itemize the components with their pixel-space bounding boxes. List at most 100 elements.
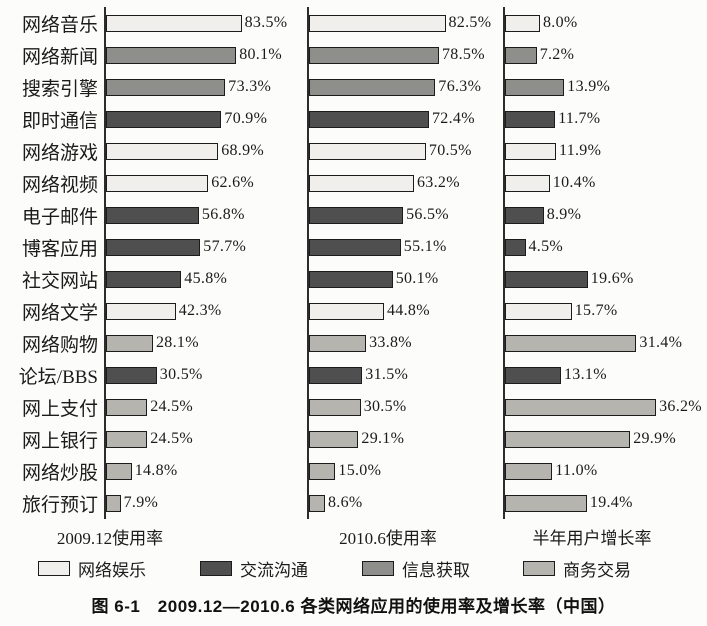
bar-cell: 7.9%	[104, 487, 307, 519]
bar-cell: 30.5%	[104, 359, 307, 391]
legend-label: 网络娱乐	[78, 561, 146, 580]
bar-communication	[106, 270, 182, 288]
bar-value-label: 8.0%	[543, 14, 578, 31]
bar-chart: 网络音乐 83.5% 82.5% 8.0% 网络新闻 80.1% 78.5% 7.2% 搜索引擎…	[0, 7, 707, 519]
bar-entertainment	[505, 142, 556, 160]
bar-value-label: 31.4%	[639, 334, 683, 351]
bar-communication	[309, 110, 429, 128]
bar-commerce	[309, 462, 336, 480]
bar-cell: 7.2%	[503, 39, 707, 71]
bar-commerce	[505, 334, 637, 352]
bar-value-label: 24.5%	[150, 398, 194, 415]
bar-cell: 11.9%	[503, 135, 707, 167]
bar-cell: 8.9%	[503, 199, 707, 231]
bar-value-label: 13.9%	[567, 78, 611, 95]
bar-value-label: 50.1%	[395, 270, 439, 287]
bar-cell: 4.5%	[503, 231, 707, 263]
legend-swatch-information	[362, 561, 394, 576]
bar-value-label: 83.5%	[244, 14, 288, 31]
bar-communication	[309, 366, 363, 384]
bar-value-label: 78.5%	[442, 46, 485, 63]
bar-commerce	[106, 398, 148, 416]
bar-communication	[106, 206, 199, 224]
bar-entertainment	[309, 142, 426, 160]
bar-value-label: 11.7%	[558, 110, 601, 127]
bar-cell: 82.5%	[307, 7, 503, 39]
category-label: 网上银行	[21, 430, 98, 452]
bar-cell: 8.0%	[503, 7, 707, 39]
category-label: 电子邮件	[21, 206, 98, 228]
category-label: 网络音乐	[21, 14, 98, 36]
bar-commerce	[106, 430, 148, 448]
bar-value-label: 76.3%	[438, 78, 482, 95]
bar-commerce	[309, 430, 359, 448]
bar-value-label: 45.8%	[184, 270, 228, 287]
bar-value-label: 8.9%	[546, 206, 582, 223]
bar-commerce	[505, 430, 631, 448]
bar-cell: 50.1%	[307, 263, 503, 295]
panel-axis-label-growth: 半年用户增长率	[532, 529, 652, 548]
bar-cell: 55.1%	[307, 231, 503, 263]
bar-value-label: 29.9%	[633, 430, 677, 447]
bar-value-label: 8.6%	[328, 494, 363, 511]
bar-cell: 70.9%	[104, 103, 307, 135]
bar-entertainment	[309, 14, 446, 32]
legend-swatch-entertainment	[38, 561, 70, 576]
bar-cell: 24.5%	[104, 423, 307, 455]
bar-commerce	[505, 462, 553, 480]
category-label: 网络新闻	[21, 46, 98, 68]
bar-cell: 42.3%	[104, 295, 307, 327]
bar-entertainment	[106, 142, 219, 160]
bar-cell: 45.8%	[104, 263, 307, 295]
legend-item-communication: 交流沟通	[200, 556, 308, 581]
bar-cell: 11.7%	[503, 103, 707, 135]
bar-communication	[106, 238, 201, 256]
category-label: 网上支付	[21, 398, 98, 420]
bar-value-label: 19.4%	[589, 494, 633, 511]
bar-cell: 15.7%	[503, 295, 707, 327]
bar-communication	[309, 270, 393, 288]
bar-information	[106, 78, 226, 96]
panel-axis-label-2009-12: 2009.12使用率	[56, 529, 164, 548]
bar-cell: 73.3%	[104, 71, 307, 103]
legend-swatch-commerce	[523, 561, 555, 576]
bar-cell: 78.5%	[307, 39, 503, 71]
bar-cell: 19.6%	[503, 263, 707, 295]
bar-communication	[106, 366, 157, 384]
bar-cell: 29.1%	[307, 423, 503, 455]
bar-value-label: 55.1%	[403, 238, 447, 255]
bar-value-label: 36.2%	[659, 398, 702, 415]
bar-communication	[505, 366, 561, 384]
category-label: 旅行预订	[21, 494, 98, 516]
legend-swatch-communication	[200, 561, 232, 576]
bar-communication	[106, 110, 222, 128]
bar-value-label: 33.8%	[369, 334, 412, 351]
bar-commerce	[505, 494, 587, 512]
bar-value-label: 14.8%	[134, 462, 178, 479]
bar-commerce	[309, 334, 367, 352]
legend-label: 交流沟通	[240, 561, 308, 580]
bar-value-label: 13.1%	[564, 366, 607, 383]
bar-cell: 15.0%	[307, 455, 503, 487]
bar-cell: 70.5%	[307, 135, 503, 167]
bar-value-label: 57.7%	[203, 238, 247, 255]
bar-value-label: 63.2%	[417, 174, 460, 191]
bar-information	[106, 46, 237, 64]
bar-cell: 13.9%	[503, 71, 707, 103]
bar-cell: 28.1%	[104, 327, 307, 359]
bar-commerce	[309, 494, 325, 512]
bar-information	[309, 46, 439, 64]
category-label: 论坛/BBS	[18, 366, 98, 388]
bar-value-label: 7.2%	[539, 46, 575, 63]
category-label: 社交网站	[21, 270, 98, 292]
bar-value-label: 15.0%	[338, 462, 382, 479]
legend-item-commerce: 商务交易	[523, 556, 631, 581]
category-label: 即时通信	[21, 110, 98, 132]
legend-item-information: 信息获取	[362, 556, 470, 581]
bar-cell: 76.3%	[307, 71, 503, 103]
bar-value-label: 68.9%	[221, 142, 265, 159]
legend: 网络娱乐 交流沟通 信息获取 商务交易	[0, 556, 707, 580]
bar-value-label: 24.5%	[150, 430, 194, 447]
bar-value-label: 11.0%	[555, 462, 598, 479]
